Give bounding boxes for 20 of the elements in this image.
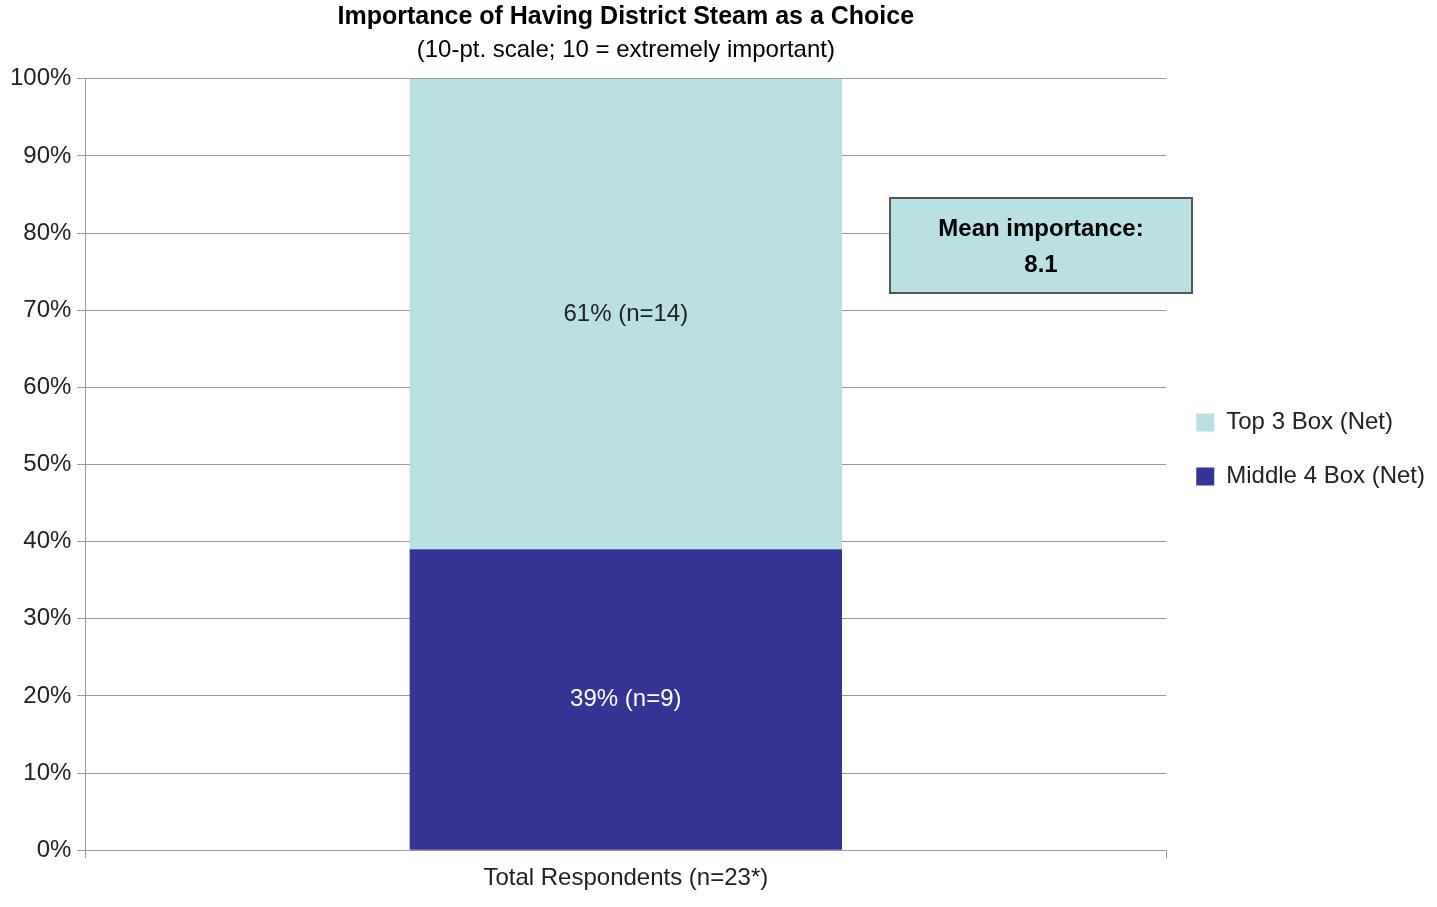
y-tick-label: 80% [23,217,72,245]
legend-label: Top 3 Box (Net) [1226,407,1393,435]
y-tick-label: 30% [23,603,72,631]
y-tick-label: 0% [36,834,72,862]
y-tick-label: 40% [23,526,72,554]
data-label: 39% (n=9) [570,684,682,712]
y-tick-label: 50% [23,449,72,477]
annotation: Mean importance: 8.1 [937,212,1145,279]
legend-label: Middle 4 Box (Net) [1226,461,1426,489]
callout-box: Mean importance: 8.1 [889,197,1193,294]
chart-subtitle: (10-pt. scale; 10 = extremely important) [416,35,835,63]
y-tick-label: 20% [23,680,72,708]
y-tick-label: 100% [9,63,72,91]
y-tick-label: 70% [23,294,72,322]
y-tick-label: 60% [23,371,72,399]
x-tick-label: Total Respondents (n=23*) [483,863,769,891]
y-tick-label: 10% [23,757,72,785]
data-label: 61% (n=14) [563,298,689,326]
y-tick-label: 90% [23,140,72,168]
chart-title: Importance of Having District Steam as a Choice [337,0,915,29]
